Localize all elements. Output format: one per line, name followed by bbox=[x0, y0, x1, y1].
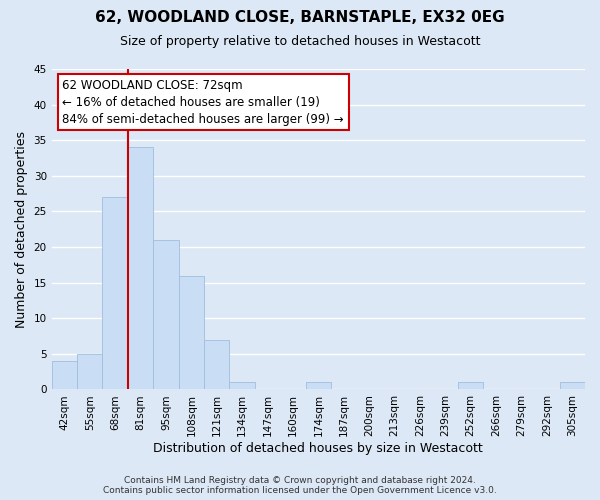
Bar bbox=[229, 382, 255, 390]
Text: Size of property relative to detached houses in Westacott: Size of property relative to detached ho… bbox=[120, 35, 480, 48]
Text: 62, WOODLAND CLOSE, BARNSTAPLE, EX32 0EG: 62, WOODLAND CLOSE, BARNSTAPLE, EX32 0EG bbox=[95, 10, 505, 25]
Bar bbox=[77, 354, 103, 390]
Bar bbox=[103, 197, 128, 390]
Bar bbox=[52, 361, 77, 390]
Bar bbox=[153, 240, 179, 390]
Bar bbox=[458, 382, 484, 390]
Text: Contains HM Land Registry data © Crown copyright and database right 2024.
Contai: Contains HM Land Registry data © Crown c… bbox=[103, 476, 497, 495]
Y-axis label: Number of detached properties: Number of detached properties bbox=[15, 130, 28, 328]
Bar bbox=[204, 340, 229, 390]
Text: 62 WOODLAND CLOSE: 72sqm
← 16% of detached houses are smaller (19)
84% of semi-d: 62 WOODLAND CLOSE: 72sqm ← 16% of detach… bbox=[62, 78, 344, 126]
Bar bbox=[560, 382, 585, 390]
Bar bbox=[179, 276, 204, 390]
X-axis label: Distribution of detached houses by size in Westacott: Distribution of detached houses by size … bbox=[154, 442, 483, 455]
Bar bbox=[128, 148, 153, 390]
Bar bbox=[305, 382, 331, 390]
